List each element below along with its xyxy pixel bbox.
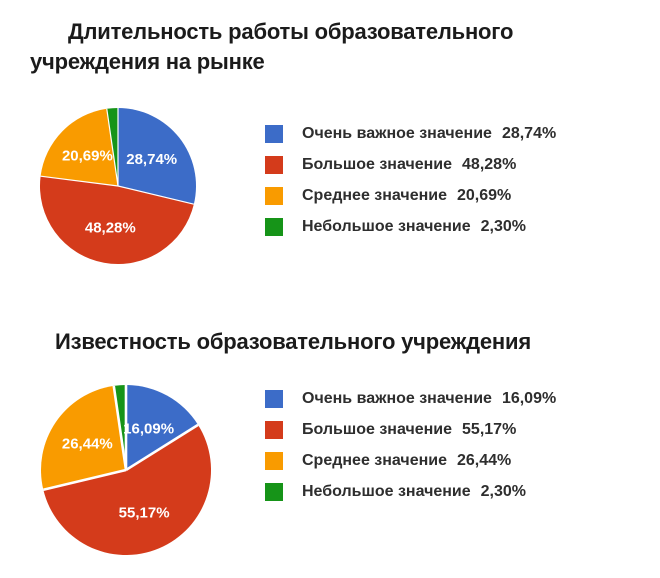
legend-label: Небольшое значение bbox=[302, 218, 471, 235]
legend-value: 20,69% bbox=[457, 187, 512, 204]
chart-title-line: учреждения на рынке bbox=[30, 49, 265, 74]
legend-label: Большое значение bbox=[302, 421, 453, 438]
legend-value: 55,17% bbox=[462, 421, 517, 438]
pie-slice bbox=[41, 385, 126, 490]
pie-slice-value-label: 26,44% bbox=[62, 435, 113, 452]
legend-color-swatch bbox=[265, 187, 283, 205]
legend-label: Очень важное значение bbox=[302, 125, 492, 142]
pie-slice bbox=[118, 108, 197, 205]
pie-slice-value-label: 28,74% bbox=[126, 151, 177, 168]
legend-item: Большое значение 55,17% bbox=[265, 421, 556, 439]
pie-slice-value-label: 48,28% bbox=[85, 220, 136, 237]
chart-title-line: Известность образовательного учреждения bbox=[55, 329, 531, 354]
slice-separator bbox=[125, 423, 199, 472]
legend-color-swatch bbox=[265, 421, 283, 439]
pie-slice-value-label: 55,17% bbox=[119, 505, 170, 522]
legend-item: Большое значение 48,28% bbox=[265, 156, 556, 174]
legend-value: 48,28% bbox=[462, 156, 517, 173]
pie-slice-value-label: 16,09% bbox=[123, 421, 174, 438]
legend-fame: Очень важное значение 16,09% Большое зна… bbox=[265, 390, 556, 514]
legend-item: Очень важное значение 16,09% bbox=[265, 390, 556, 408]
pie-slice bbox=[43, 424, 212, 556]
legend-label: Небольшое значение bbox=[302, 483, 471, 500]
legend-color-swatch bbox=[265, 483, 283, 501]
pie-slice bbox=[126, 385, 199, 470]
legend-value: 2,30% bbox=[480, 483, 527, 500]
pie-slice bbox=[40, 108, 119, 186]
legend-color-swatch bbox=[265, 452, 283, 470]
legend-item: Среднее значение 26,44% bbox=[265, 452, 556, 470]
slice-separator bbox=[40, 175, 119, 187]
legend-value: 28,74% bbox=[501, 125, 557, 142]
legend-item: Небольшое значение 2,30% bbox=[265, 218, 556, 236]
legend-label: Большое значение bbox=[302, 156, 453, 173]
pie-chart-fame: 16,09% 55,17% 26,44% bbox=[41, 385, 212, 556]
legend-value: 26,44% bbox=[457, 452, 512, 469]
legend-item: Небольшое значение 2,30% bbox=[265, 483, 556, 501]
legend-duration: Очень важное значение 28,74% Большое зна… bbox=[265, 125, 556, 249]
legend-color-swatch bbox=[265, 125, 283, 143]
chart-title-line: Длительность работы образовательного bbox=[68, 19, 514, 44]
legend-value: 2,30% bbox=[480, 218, 527, 235]
pie-chart-duration: 28,74% 48,28% 20,69% bbox=[39, 108, 197, 265]
legend-color-swatch bbox=[265, 218, 283, 236]
chart-title-duration: Длительность работы образовательного учр… bbox=[30, 17, 600, 77]
slice-separator bbox=[43, 468, 127, 492]
legend-label: Среднее значение bbox=[302, 452, 447, 469]
legend-item: Среднее значение 20,69% bbox=[265, 187, 556, 205]
chart-title-fame: Известность образовательного учреждения bbox=[55, 327, 635, 357]
pie-slice-value-label: 20,69% bbox=[62, 147, 113, 164]
legend-item: Очень важное значение 28,74% bbox=[265, 125, 556, 143]
legend-label: Среднее значение bbox=[302, 187, 447, 204]
legend-label: Очень важное значение bbox=[302, 390, 492, 407]
pie-slice bbox=[39, 176, 194, 265]
slice-separator bbox=[112, 385, 128, 471]
slice-separator bbox=[106, 108, 119, 187]
legend-color-swatch bbox=[265, 390, 283, 408]
slice-separator bbox=[117, 185, 194, 205]
legend-value: 16,09% bbox=[501, 390, 557, 407]
legend-color-swatch bbox=[265, 156, 283, 174]
